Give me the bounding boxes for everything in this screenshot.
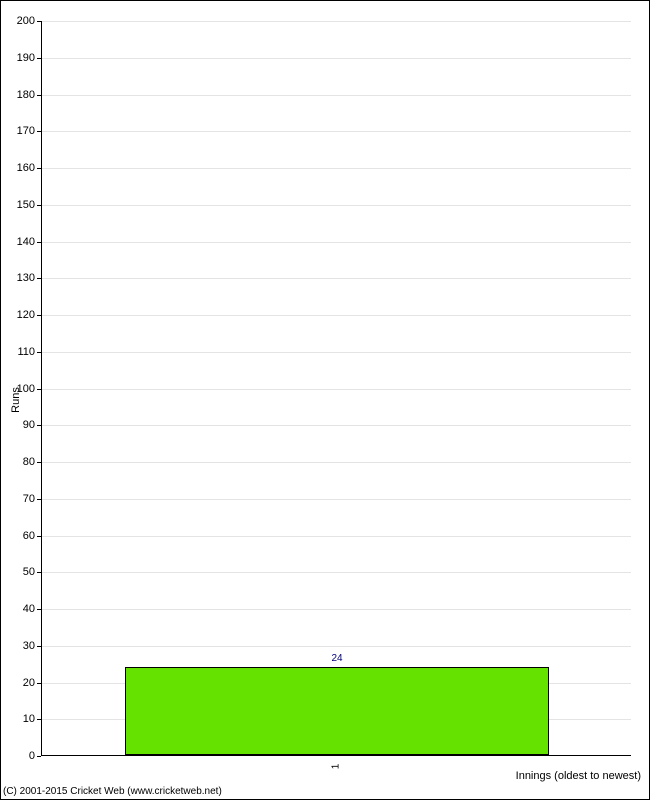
gridline	[42, 389, 631, 390]
gridline	[42, 131, 631, 132]
bar-value-label: 24	[331, 653, 342, 664]
x-tick-label: 1	[330, 764, 341, 770]
gridline	[42, 315, 631, 316]
gridline	[42, 646, 631, 647]
y-tick-mark	[37, 205, 41, 206]
gridline	[42, 21, 631, 22]
y-tick-label: 160	[5, 162, 35, 174]
y-tick-label: 40	[5, 603, 35, 615]
y-tick-mark	[37, 315, 41, 316]
y-tick-label: 100	[5, 383, 35, 395]
bar	[125, 667, 550, 755]
y-tick-label: 140	[5, 236, 35, 248]
y-tick-mark	[37, 572, 41, 573]
y-tick-label: 80	[5, 456, 35, 468]
y-tick-mark	[37, 719, 41, 720]
y-tick-label: 10	[5, 713, 35, 725]
gridline	[42, 536, 631, 537]
gridline	[42, 499, 631, 500]
y-tick-mark	[37, 683, 41, 684]
y-tick-label: 30	[5, 640, 35, 652]
copyright-text: (C) 2001-2015 Cricket Web (www.cricketwe…	[3, 786, 222, 797]
gridline	[42, 58, 631, 59]
y-tick-label: 20	[5, 677, 35, 689]
y-tick-mark	[37, 499, 41, 500]
y-tick-label: 50	[5, 566, 35, 578]
gridline	[42, 242, 631, 243]
y-tick-mark	[37, 352, 41, 353]
y-tick-mark	[37, 168, 41, 169]
gridline	[42, 168, 631, 169]
y-tick-mark	[37, 95, 41, 96]
y-tick-label: 180	[5, 89, 35, 101]
y-tick-mark	[37, 609, 41, 610]
gridline	[42, 425, 631, 426]
y-tick-label: 90	[5, 419, 35, 431]
plot-area: 24	[41, 21, 631, 756]
gridline	[42, 95, 631, 96]
y-tick-label: 150	[5, 199, 35, 211]
y-tick-label: 130	[5, 272, 35, 284]
gridline	[42, 205, 631, 206]
y-tick-mark	[37, 462, 41, 463]
gridline	[42, 609, 631, 610]
y-tick-mark	[37, 756, 41, 757]
y-tick-mark	[37, 278, 41, 279]
y-tick-label: 120	[5, 309, 35, 321]
y-tick-mark	[37, 131, 41, 132]
y-tick-label: 190	[5, 52, 35, 64]
gridline	[42, 352, 631, 353]
gridline	[42, 572, 631, 573]
y-tick-label: 110	[5, 346, 35, 358]
gridline	[42, 462, 631, 463]
y-tick-mark	[37, 21, 41, 22]
y-tick-mark	[37, 425, 41, 426]
y-tick-label: 70	[5, 493, 35, 505]
y-tick-mark	[37, 389, 41, 390]
y-tick-mark	[37, 646, 41, 647]
y-tick-label: 170	[5, 125, 35, 137]
x-axis-label: Innings (oldest to newest)	[516, 770, 641, 782]
y-tick-mark	[37, 58, 41, 59]
chart-frame: Runs 24 Innings (oldest to newest) (C) 2…	[0, 0, 650, 800]
gridline	[42, 278, 631, 279]
y-tick-label: 60	[5, 530, 35, 542]
y-tick-mark	[37, 536, 41, 537]
y-tick-label: 0	[5, 750, 35, 762]
y-tick-mark	[37, 242, 41, 243]
y-tick-label: 200	[5, 15, 35, 27]
